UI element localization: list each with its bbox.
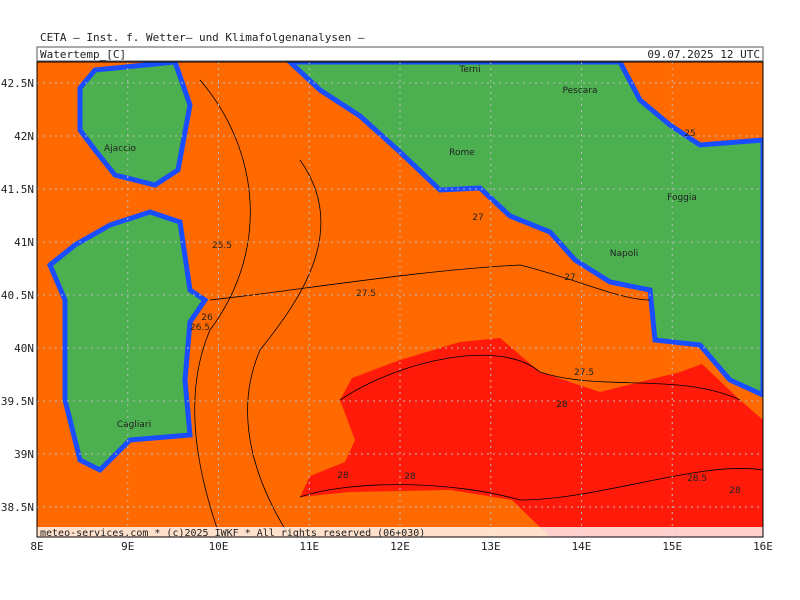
lat-label: 40.5N bbox=[1, 289, 34, 302]
city-label: Foggia bbox=[667, 193, 697, 203]
city-label: Napoli bbox=[610, 249, 638, 259]
lon-label: 11E bbox=[299, 540, 319, 553]
contours bbox=[194, 79, 763, 537]
lat-label: 39N bbox=[14, 448, 34, 461]
field-name: Watertemp_[C] bbox=[40, 48, 126, 61]
lon-label: 12E bbox=[390, 540, 410, 553]
contour-label: 27 bbox=[564, 273, 575, 283]
contour-label: 28 bbox=[729, 486, 741, 496]
city-label: Rome bbox=[449, 148, 475, 158]
contour-label: 26 bbox=[201, 313, 213, 323]
contour-label: 25.5 bbox=[212, 241, 232, 251]
city-label: Cagliari bbox=[117, 420, 151, 430]
lat-label: 39.5N bbox=[1, 395, 34, 408]
lon-label: 16E bbox=[753, 540, 773, 553]
lat-label: 42.5N bbox=[1, 77, 34, 90]
contour bbox=[299, 468, 763, 501]
lon-label: 8E bbox=[30, 540, 43, 553]
warm-region bbox=[300, 338, 763, 537]
lat-label: 42N bbox=[14, 130, 34, 143]
sardinia bbox=[46, 209, 209, 474]
footer: meteo-services.com * (c)2025 IWKF * All … bbox=[40, 528, 425, 539]
grid bbox=[37, 62, 763, 537]
contour-label: 28 bbox=[337, 471, 349, 481]
lat-label: 41.5N bbox=[1, 183, 34, 196]
contour-label: 28 bbox=[404, 472, 416, 482]
city-label: Ajaccio bbox=[104, 144, 137, 154]
lon-label: 9E bbox=[121, 540, 134, 553]
italy bbox=[286, 62, 763, 398]
contour bbox=[339, 354, 741, 401]
city-label: Terni bbox=[458, 65, 480, 75]
lon-label: 14E bbox=[572, 540, 592, 553]
contour-label: 28 bbox=[556, 400, 568, 410]
map-frame bbox=[36, 61, 764, 538]
institute: CETA — Inst. f. Wetter— und Klimafolgena… bbox=[40, 31, 365, 44]
lon-label: 13E bbox=[481, 540, 501, 553]
contour-label: 26.5 bbox=[190, 323, 210, 333]
contour-label: 27.5 bbox=[356, 289, 376, 299]
contour bbox=[247, 159, 322, 537]
map: meteo-services.com * (c)2025 IWKF * All … bbox=[37, 62, 763, 539]
lat-label: 40N bbox=[14, 342, 34, 355]
contour bbox=[209, 264, 651, 301]
footer-bar bbox=[37, 527, 763, 537]
lon-label: 15E bbox=[662, 540, 682, 553]
contour-label: 28.5 bbox=[687, 474, 707, 484]
contour-label: 27 bbox=[472, 213, 483, 223]
title-bar bbox=[36, 46, 764, 62]
city-label: Pescara bbox=[562, 86, 597, 96]
lon-label: 10E bbox=[209, 540, 229, 553]
land bbox=[46, 62, 763, 474]
corsica bbox=[77, 62, 193, 188]
valid-time: 09.07.2025 12 UTC bbox=[647, 48, 760, 61]
lat-label: 38.5N bbox=[1, 501, 34, 514]
contour-label: 25 bbox=[684, 129, 695, 139]
lat-label: 41N bbox=[14, 236, 34, 249]
contour bbox=[194, 79, 251, 537]
contour-label: 27.5 bbox=[574, 368, 594, 378]
